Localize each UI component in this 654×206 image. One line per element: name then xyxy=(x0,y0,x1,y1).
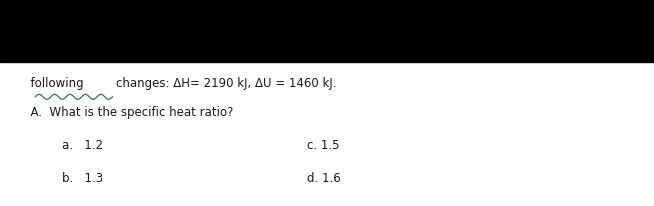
Text: c. 1.5: c. 1.5 xyxy=(307,139,340,152)
Text: a.   1.2: a. 1.2 xyxy=(62,139,103,152)
Text: changes: ΔH= 2190 kJ, ΔU = 1460 kJ.: changes: ΔH= 2190 kJ, ΔU = 1460 kJ. xyxy=(116,77,336,90)
Text: b.   1.3: b. 1.3 xyxy=(62,172,103,185)
Text: 5.   Two kilogram of certain gas with R = 0.218 kJ/kg-K undergoes a process and : 5. Two kilogram of certain gas with R = … xyxy=(8,40,564,53)
Text: A.  What is the specific heat ratio?: A. What is the specific heat ratio? xyxy=(8,106,233,119)
Text: d. 1.6: d. 1.6 xyxy=(307,172,341,185)
Text: following: following xyxy=(8,77,84,90)
